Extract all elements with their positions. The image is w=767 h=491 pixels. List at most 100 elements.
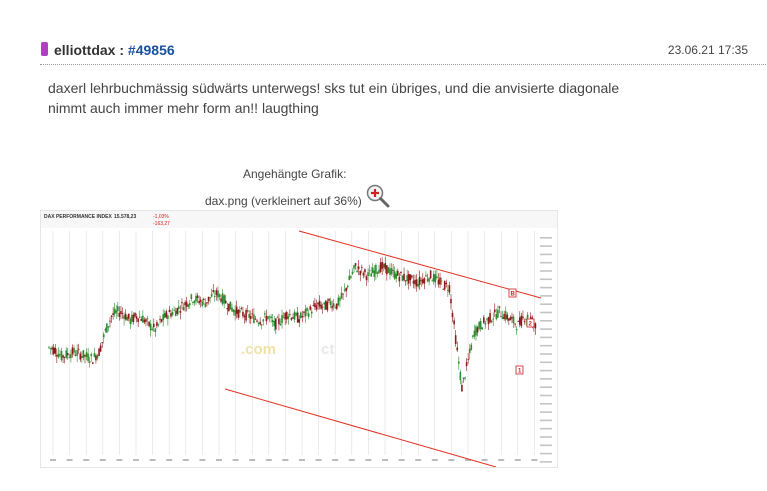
candle-body — [378, 269, 380, 274]
candle-body — [181, 302, 183, 304]
y-tick-mark — [540, 278, 552, 281]
candle-body — [345, 287, 347, 292]
lower-channel-line — [224, 388, 497, 467]
zoom-in-icon[interactable] — [365, 183, 391, 209]
candle-body — [253, 314, 255, 323]
candle-body — [137, 318, 139, 322]
candle-body — [445, 282, 448, 285]
candle-body — [65, 350, 68, 358]
y-tick-mark — [540, 361, 552, 364]
candle-body — [203, 298, 205, 300]
candle-body — [382, 264, 385, 268]
candle-body — [483, 317, 485, 323]
candle-body — [511, 316, 513, 319]
candle-body — [59, 354, 61, 356]
candle-body — [142, 315, 144, 323]
candle-body — [63, 356, 66, 358]
post-text-line-2: nimmt auch immer mehr form an!! laugthin… — [48, 100, 319, 116]
candle-body — [157, 324, 160, 326]
candle-body — [256, 320, 258, 322]
candle-body — [215, 290, 218, 296]
candle-body — [526, 314, 529, 319]
candle-body — [392, 270, 394, 271]
candle-body — [201, 301, 204, 306]
candle-body — [351, 271, 354, 274]
candle-body — [220, 298, 222, 302]
chart-candles — [48, 256, 537, 392]
author-name[interactable]: elliottdax — [54, 42, 116, 58]
candle-body — [342, 293, 344, 295]
candle-body — [478, 322, 480, 329]
candle-body — [509, 317, 512, 321]
candle-body — [465, 362, 468, 366]
candle-body — [310, 311, 313, 314]
candle-body — [436, 276, 438, 278]
candle-body — [232, 309, 235, 313]
candle-body — [93, 353, 96, 357]
candle-body — [284, 312, 286, 320]
candle-body — [337, 297, 340, 306]
candle-body — [468, 348, 471, 354]
attachment-filename[interactable]: dax.png (verkleinert auf 36%) — [205, 194, 362, 208]
candle-body — [268, 316, 271, 318]
x-tick-mark — [66, 459, 73, 461]
post-author-line: elliottdax : #49856 — [54, 42, 175, 58]
candle-body — [68, 356, 71, 358]
candle-body — [126, 316, 129, 321]
y-tick-mark — [540, 336, 552, 339]
candle-body — [350, 276, 352, 278]
x-tick-mark — [282, 459, 289, 461]
candle-body — [246, 310, 249, 312]
candle-body — [276, 317, 279, 319]
x-tick-mark — [531, 459, 538, 461]
candle-body — [156, 322, 158, 327]
candle-body — [432, 274, 435, 282]
candle-body — [135, 316, 138, 319]
x-tick-mark — [465, 459, 471, 461]
candle-body — [326, 301, 329, 311]
candle-body — [134, 312, 136, 317]
candle-body — [472, 335, 474, 337]
candle-body — [73, 348, 75, 353]
candle-body — [70, 354, 72, 359]
candle-body — [149, 323, 152, 331]
candle-body — [354, 263, 357, 266]
candle-body — [425, 275, 427, 277]
y-tick-mark — [540, 411, 552, 413]
candle-body — [395, 273, 398, 279]
candle-body — [179, 310, 182, 313]
x-tick-mark — [365, 459, 372, 461]
candle-body — [56, 355, 58, 357]
candle-body — [62, 355, 64, 358]
candle-body — [82, 350, 85, 358]
x-tick-mark — [216, 459, 222, 461]
attached-chart-image[interactable]: DAX PERFORMANCE INDEX 15.578,23 -1,03% -… — [40, 210, 558, 468]
candle-body — [160, 319, 163, 322]
candle-body — [185, 301, 188, 307]
candle-body — [262, 319, 265, 322]
candle-body — [48, 346, 50, 348]
candle-body — [127, 313, 130, 319]
candle-body — [259, 321, 261, 325]
candle-body — [248, 313, 251, 318]
candle-body — [321, 306, 324, 308]
candle-body — [60, 351, 63, 361]
candle-body — [173, 309, 175, 311]
candle-body — [373, 270, 376, 277]
candle-body — [152, 323, 155, 328]
post-number-link[interactable]: #49856 — [127, 42, 175, 58]
candle-body — [450, 299, 452, 304]
candle-body — [454, 335, 457, 344]
x-tick-mark — [514, 459, 521, 461]
y-tick-mark — [540, 378, 552, 380]
candle-body — [412, 280, 415, 284]
candle-body — [84, 354, 86, 357]
candle-body — [178, 306, 180, 310]
candle-body — [506, 314, 509, 320]
candle-body — [192, 302, 194, 303]
candle-body — [375, 265, 377, 274]
candle-body — [129, 318, 132, 325]
candle-body — [151, 328, 154, 330]
candle-body — [273, 320, 276, 327]
y-tick-mark — [540, 320, 552, 322]
